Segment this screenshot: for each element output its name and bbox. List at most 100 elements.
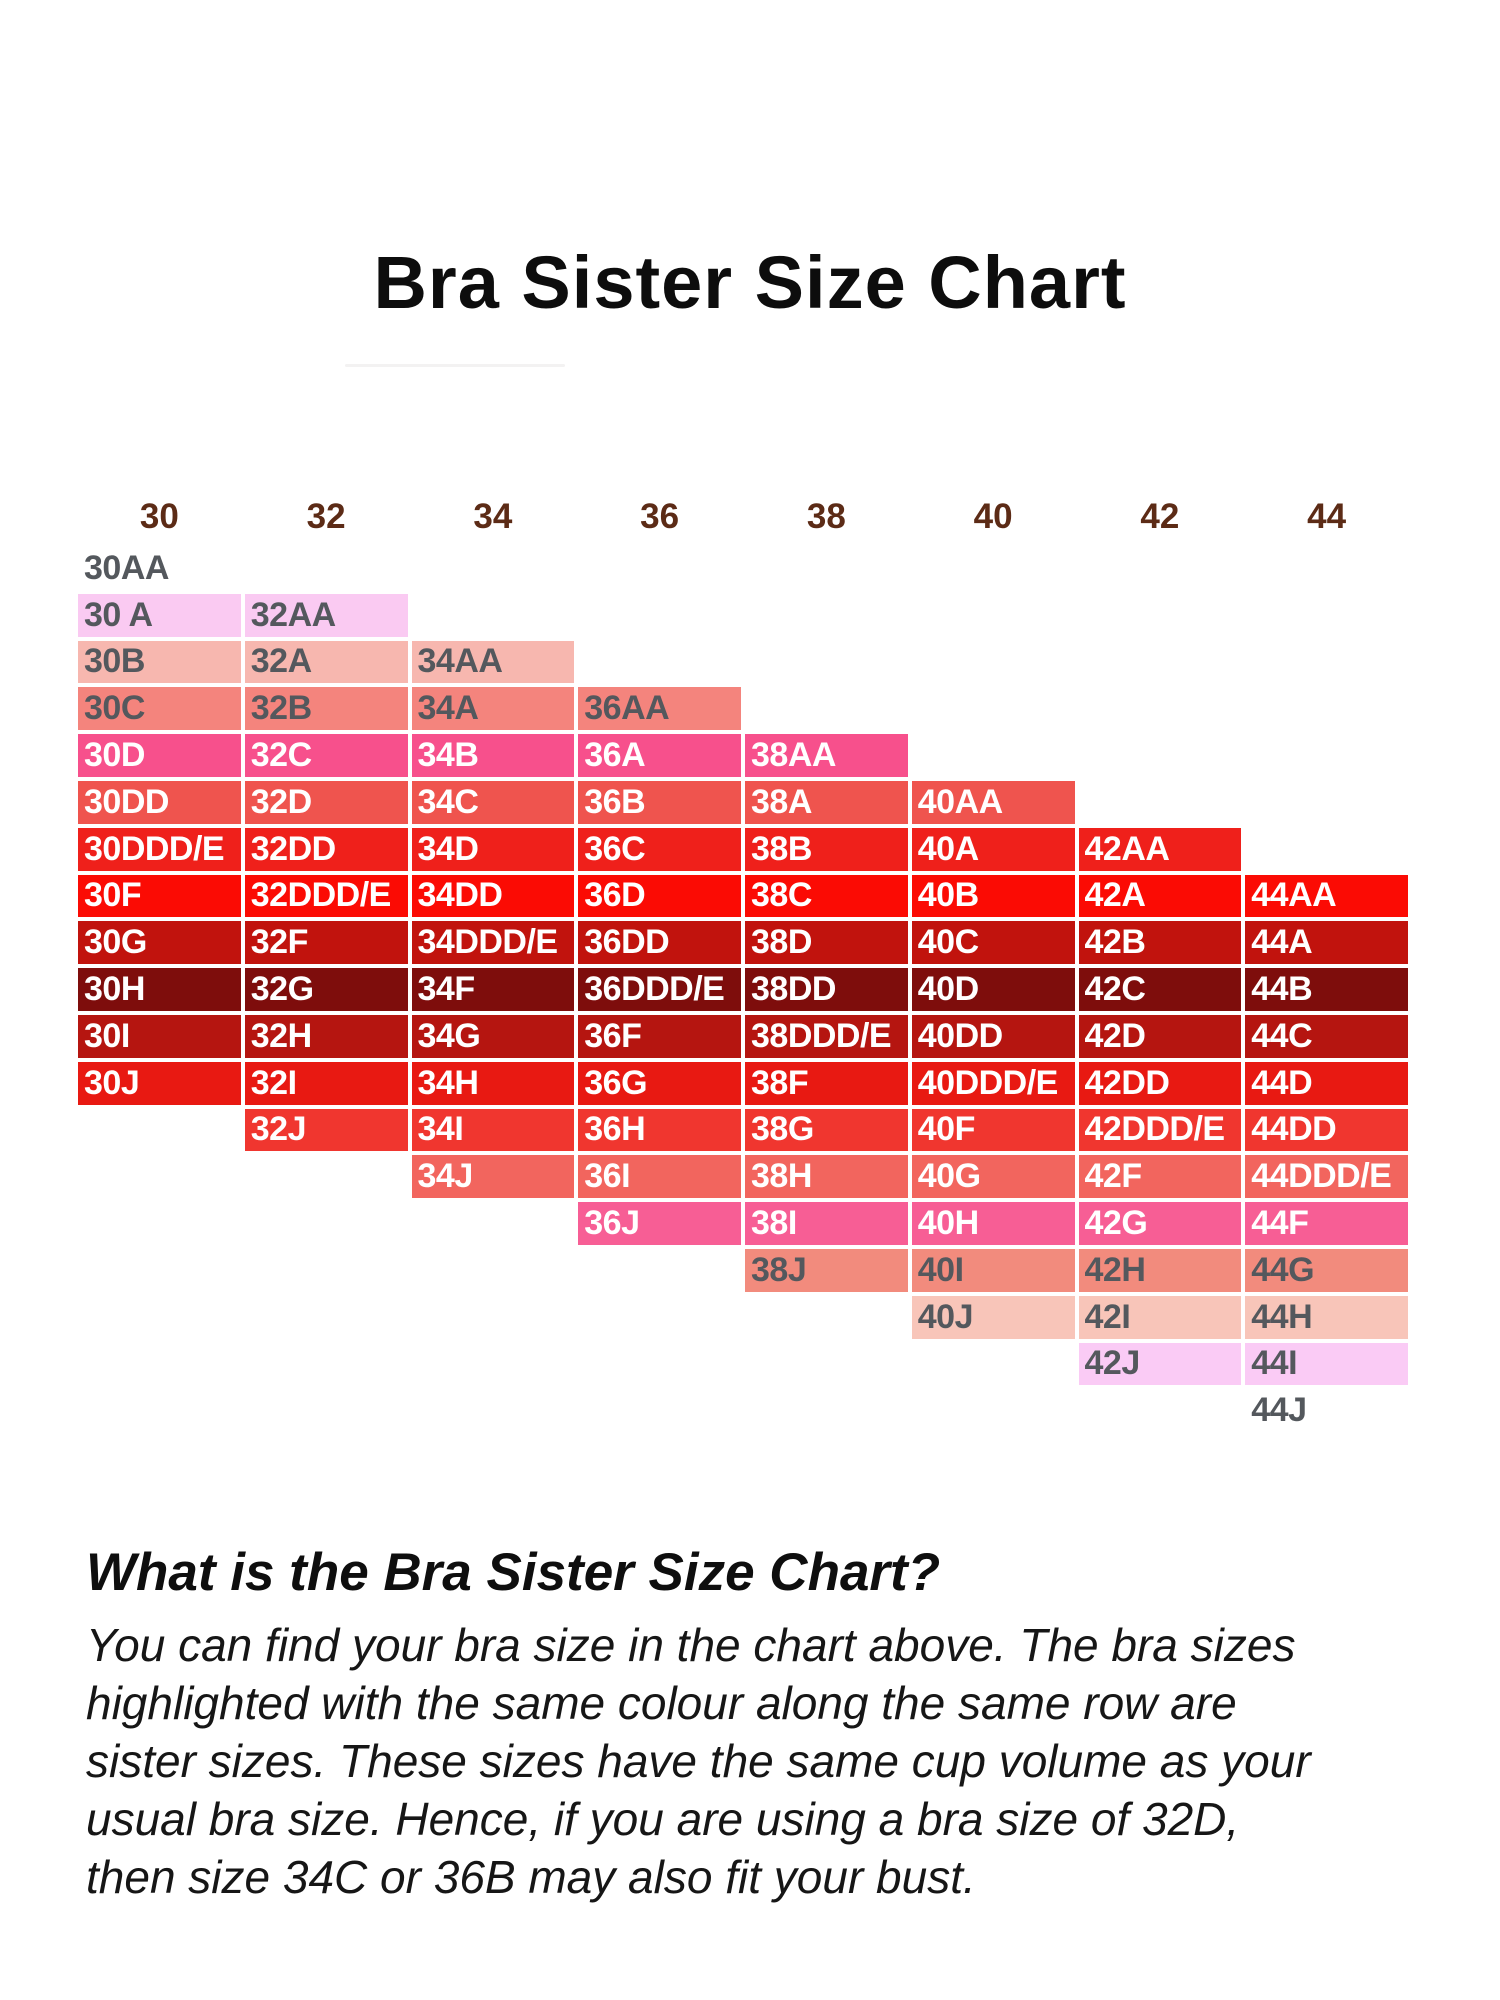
size-cell-38h: 38H <box>743 1153 910 1201</box>
size-cell-40ddd-e: 40DDD/E <box>909 1059 1077 1107</box>
size-cell-38g: 38G <box>743 1106 910 1154</box>
size-cell-32j: 32J <box>242 1106 410 1154</box>
size-cell-42j: 42J <box>1076 1340 1244 1388</box>
size-cell-44dd: 44DD <box>1243 1106 1410 1154</box>
size-cell-32a: 32A <box>242 638 410 686</box>
size-cell-40j: 40J <box>909 1293 1077 1341</box>
size-cell-30-a: 30 A <box>76 591 243 639</box>
size-cell-36ddd-e: 36DDD/E <box>576 966 743 1013</box>
size-cell-42b: 42B <box>1076 919 1244 967</box>
size-cell-30j: 30J <box>76 1059 243 1107</box>
size-cell-30g: 30G <box>76 919 243 967</box>
size-cell-42h: 42H <box>1076 1246 1244 1294</box>
band-header-42: 42 <box>1140 497 1180 536</box>
size-cell-40f: 40F <box>909 1106 1077 1154</box>
band-size-header-row: 30 32 34 36 38 40 42 44 <box>76 496 1410 538</box>
size-cell-34d: 34D <box>409 825 577 873</box>
size-cell-30i: 30I <box>76 1012 243 1060</box>
size-cell-34g: 34G <box>409 1012 577 1060</box>
size-cell-38b: 38B <box>743 825 910 873</box>
size-cell-30h: 30H <box>76 966 243 1013</box>
band-header-32: 32 <box>306 497 346 536</box>
size-cell-44f: 44F <box>1243 1200 1410 1247</box>
size-cell-36a: 36A <box>576 732 743 779</box>
size-cell-38c: 38C <box>743 872 910 920</box>
info-line-3: sister sizes. These sizes have the same … <box>86 1735 1311 1788</box>
size-cell-34f: 34F <box>409 966 577 1013</box>
size-cell-32h: 32H <box>242 1012 410 1060</box>
size-cell-38f: 38F <box>743 1059 910 1107</box>
size-cell-30c: 30C <box>76 685 243 733</box>
size-cell-44d: 44D <box>1243 1059 1410 1107</box>
info-paragraph: You can find your bra size in the chart … <box>86 1616 1446 1906</box>
size-cell-38d: 38D <box>743 919 910 967</box>
size-cell-42aa: 42AA <box>1076 825 1244 873</box>
info-line-1: You can find your bra size in the chart … <box>86 1619 1296 1672</box>
size-cell-42c: 42C <box>1076 966 1244 1013</box>
size-cell-40d: 40D <box>909 966 1077 1013</box>
size-cell-38i: 38I <box>743 1200 910 1247</box>
scan-artifact <box>345 364 565 367</box>
sister-size-grid: 30AA 30 A 32AA 30B 32A 34AA 30C 32B 34A 36AA 30D 32… <box>76 545 1410 1434</box>
size-cell-40aa: 40AA <box>909 778 1077 826</box>
size-cell-40b: 40B <box>909 872 1077 920</box>
band-header-34: 34 <box>473 497 513 536</box>
size-cell-44c: 44C <box>1243 1012 1410 1060</box>
size-cell-34c: 34C <box>409 778 577 826</box>
info-heading: What is the Bra Sister Size Chart? <box>86 1543 941 1602</box>
size-cell-42ddd-e: 42DDD/E <box>1076 1106 1244 1154</box>
size-cell-42a: 42A <box>1076 872 1244 920</box>
size-cell-34h: 34H <box>409 1059 577 1107</box>
size-cell-40h: 40H <box>909 1200 1077 1247</box>
size-cell-40g: 40G <box>909 1153 1077 1201</box>
size-cell-36g: 36G <box>576 1059 743 1107</box>
size-cell-32f: 32F <box>242 919 410 967</box>
size-cell-34dd: 34DD <box>409 872 577 920</box>
size-cell-34j: 34J <box>409 1153 577 1201</box>
size-cell-32ddd-e: 32DDD/E <box>242 872 410 920</box>
size-cell-42g: 42G <box>1076 1200 1244 1247</box>
size-cell-36j: 36J <box>576 1200 743 1247</box>
size-cell-36i: 36I <box>576 1153 743 1201</box>
size-cell-34b: 34B <box>409 732 577 779</box>
page-title: Bra Sister Size Chart <box>373 240 1127 324</box>
size-cell-36h: 36H <box>576 1106 743 1154</box>
band-header-44: 44 <box>1307 497 1347 536</box>
size-cell-42dd: 42DD <box>1076 1059 1244 1107</box>
size-cell-36dd: 36DD <box>576 919 743 967</box>
size-cell-44i: 44I <box>1243 1340 1410 1388</box>
size-cell-32g: 32G <box>242 966 410 1013</box>
size-cell-30f: 30F <box>76 872 243 920</box>
size-cell-30aa: 30AA <box>84 548 169 587</box>
size-cell-44j: 44J <box>1251 1391 1307 1430</box>
size-cell-30b: 30B <box>76 638 243 686</box>
info-line-2: highlighted with the same colour along t… <box>86 1677 1237 1730</box>
band-header-40: 40 <box>973 497 1013 536</box>
band-header-30: 30 <box>139 497 179 536</box>
size-cell-42i: 42I <box>1076 1293 1244 1341</box>
size-cell-32c: 32C <box>242 732 410 779</box>
size-cell-44ddd-e: 44DDD/E <box>1243 1153 1410 1201</box>
size-cell-44g: 44G <box>1243 1246 1410 1294</box>
size-cell-32d: 32D <box>242 778 410 826</box>
size-cell-34a: 34A <box>409 685 577 733</box>
size-cell-32i: 32I <box>242 1059 410 1107</box>
size-cell-36c: 36C <box>576 825 743 873</box>
size-cell-32b: 32B <box>242 685 410 733</box>
size-cell-44h: 44H <box>1243 1293 1410 1341</box>
size-cell-40c: 40C <box>909 919 1077 967</box>
size-cell-30ddd-e: 30DDD/E <box>76 825 243 873</box>
size-cell-44a: 44A <box>1243 919 1410 967</box>
size-cell-36d: 36D <box>576 872 743 920</box>
size-cell-32dd: 32DD <box>242 825 410 873</box>
size-cell-40i: 40I <box>909 1246 1077 1294</box>
size-cell-36b: 36B <box>576 778 743 826</box>
size-cell-42d: 42D <box>1076 1012 1244 1060</box>
size-cell-36f: 36F <box>576 1012 743 1060</box>
size-cell-38j: 38J <box>743 1246 910 1294</box>
size-cell-42f: 42F <box>1076 1153 1244 1201</box>
size-cell-30dd: 30DD <box>76 778 243 826</box>
info-section: What is the Bra Sister Size Chart? You c… <box>86 1543 1446 1906</box>
size-cell-32aa: 32AA <box>242 591 410 639</box>
info-line-5: then size 34C or 36B may also fit your b… <box>86 1851 976 1904</box>
